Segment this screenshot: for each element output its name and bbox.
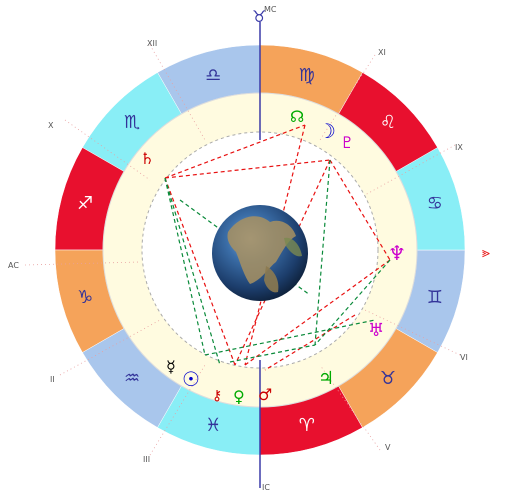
libra-sign-icon: ♎ [205, 65, 221, 86]
aspect-line [314, 259, 391, 346]
mars-icon: ♂ [258, 385, 272, 404]
sun-icon: ☉ [182, 367, 200, 391]
aspect-line [329, 159, 391, 261]
pluto-icon: ♇ [340, 133, 354, 152]
asc-label: AC [8, 261, 19, 270]
cancer-sign-icon: ♋ [427, 193, 443, 214]
mercury-icon: ☿ [166, 357, 176, 376]
mc-label: MC [264, 5, 277, 14]
mc-symbol-icon: ♉ [252, 7, 266, 26]
house-labels: MC XII XI X IX AC II VI III V IC [8, 5, 468, 491]
sagittarius-sign-icon: ♐ [77, 193, 93, 214]
aries-sign-icon: ♈ [299, 415, 315, 436]
house-label-ix: IX [455, 143, 463, 152]
earth-globe-icon [212, 205, 308, 301]
aspect-line [204, 319, 376, 356]
pisces-sign-icon: ♓ [205, 415, 221, 436]
house-label-xii: XII [147, 39, 157, 48]
leo-sign-icon: ♌ [380, 112, 396, 133]
planet-glyphs: ♄ ☊ ☽ ♇ ♆ ♅ ♃ ♂ ♀ ⚷ ☉ ☿ [140, 107, 406, 406]
zodiac-ring: ♈ ♉ ♊ ♋ ♌ ♍ ♎ ♏ ♐ ♑ ♒ ♓ [54, 44, 466, 456]
capricorn-sign-icon: ♑ [77, 287, 93, 308]
saturn-icon: ♄ [140, 149, 154, 168]
house-label-ii: II [50, 375, 55, 384]
house-label-vi: VI [460, 353, 468, 362]
aspect-line [314, 159, 331, 346]
house-cusp-lines [24, 44, 461, 456]
aspect-line [264, 314, 356, 371]
dc-arrow-icon: ⪢ [482, 245, 491, 261]
moon-icon: ☽ [318, 119, 336, 143]
scorpio-sign-icon: ♏ [124, 112, 140, 133]
house-label-iii: III [143, 455, 150, 464]
aspect-line [164, 177, 221, 366]
aspect-line [229, 344, 316, 363]
house-label-xi: XI [378, 48, 386, 57]
ic-label: IC [262, 483, 270, 491]
gemini-sign-icon: ♊ [427, 287, 443, 308]
aspect-line [244, 124, 306, 366]
uranus-icon: ♅ [368, 320, 384, 341]
aspect-line [164, 124, 306, 179]
chiron-icon: ⚷ [212, 388, 222, 404]
venus-icon: ♀ [233, 387, 245, 406]
aspect-line [164, 177, 236, 366]
jupiter-icon: ♃ [318, 368, 334, 389]
house-label-x: X [48, 121, 54, 130]
taurus-sign-icon: ♉ [380, 368, 396, 389]
aspect-line [164, 177, 206, 356]
virgo-sign-icon: ♍ [299, 65, 315, 86]
node-icon: ☊ [290, 107, 304, 126]
neptune-icon: ♆ [388, 241, 406, 265]
house-label-v: V [385, 443, 391, 452]
aquarius-sign-icon: ♒ [124, 368, 140, 389]
aspect-line [244, 259, 391, 366]
